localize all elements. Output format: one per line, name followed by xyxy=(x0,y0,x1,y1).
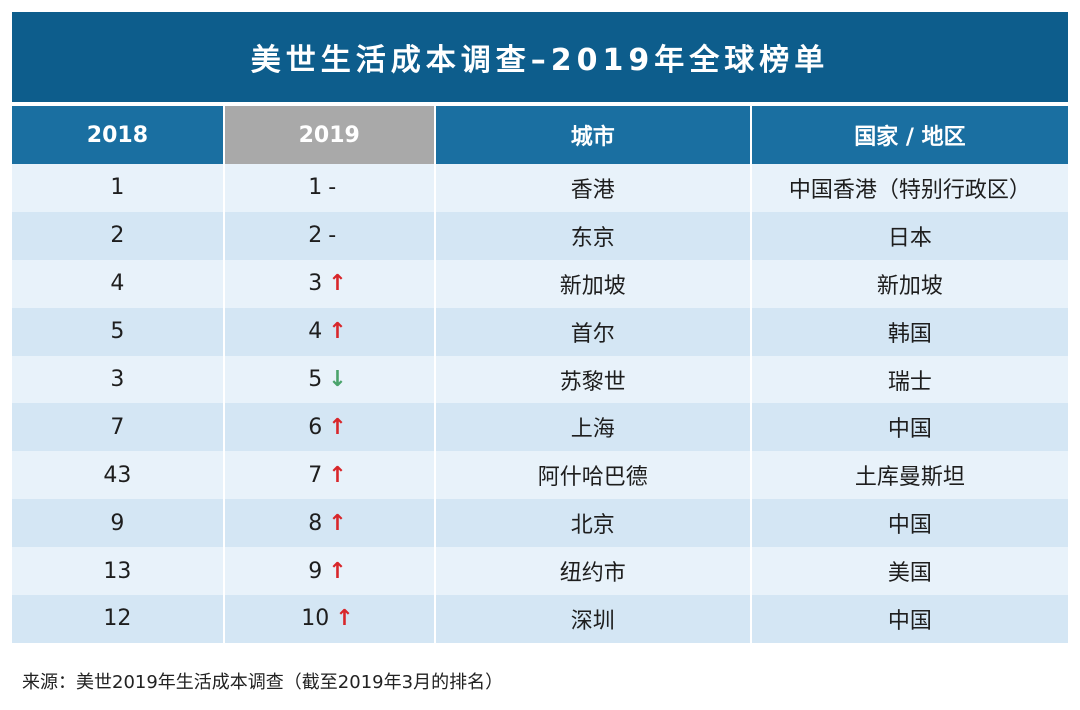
table-row: 13 9 ↑ 纽约市 美国 xyxy=(12,547,1068,596)
country: 韩国 xyxy=(887,321,932,347)
header-2018[interactable]: 2018 xyxy=(12,106,225,164)
table-row: 1 1- 香港 中国香港（特别行政区） xyxy=(12,164,1068,212)
rank-2019-cell: 6 ↑ xyxy=(225,403,436,452)
country: 美国 xyxy=(887,561,932,587)
table-row: 7 6 ↑ 上海 中国 xyxy=(12,403,1068,452)
rank-2019-cell: 8 ↑ xyxy=(225,499,436,548)
city: 北京 xyxy=(436,499,752,548)
dash-icon: - xyxy=(328,223,337,249)
table-row: 4 3 ↑ 新加坡 新加坡 xyxy=(12,259,1068,308)
city: 深圳 xyxy=(436,595,752,643)
country: 瑞士 xyxy=(887,369,932,395)
rank-2019: 3 xyxy=(308,271,323,297)
header-2019[interactable]: 2019 xyxy=(224,106,436,164)
rank-2019: 8 xyxy=(308,510,323,536)
header-city[interactable]: 城市 xyxy=(436,106,752,164)
rank-2019: 10 xyxy=(301,606,330,632)
rank-2019: 1 xyxy=(308,175,323,201)
country: 中国香港（特别行政区） xyxy=(788,177,1031,203)
rank-2018: 1 xyxy=(12,164,225,212)
rank-2018: 43 xyxy=(12,451,225,500)
country: 日本 xyxy=(887,225,932,251)
country: 中国 xyxy=(887,513,932,539)
city: 纽约市 xyxy=(436,547,752,596)
table-row: 43 7 ↑ 阿什哈巴德 土库曼斯坦 xyxy=(12,451,1068,500)
dash-icon: - xyxy=(328,175,337,201)
city: 新加坡 xyxy=(436,259,752,308)
rank-2019-cell: 3 ↑ xyxy=(225,259,436,308)
country: 中国 xyxy=(887,417,932,443)
header-country[interactable]: 国家 / 地区 xyxy=(854,125,966,150)
rank-2019: 4 xyxy=(308,319,323,345)
arrow-up-icon: ↑ xyxy=(328,558,347,584)
rank-2018: 9 xyxy=(12,499,225,548)
table-body: 1 1- 香港 中国香港（特别行政区） 2 2- 东京 日本 4 3 ↑ 新加坡 新加坡 5 4 ↑ 首尔 韩国 3… xyxy=(12,164,1068,643)
rank-2019-cell: 1- xyxy=(225,164,436,212)
table-row: 9 8 ↑ 北京 中国 xyxy=(12,499,1068,548)
rank-2018: 3 xyxy=(12,355,225,404)
rank-2018: 7 xyxy=(12,403,225,452)
rank-2018: 5 xyxy=(12,307,225,356)
arrow-up-icon: ↑ xyxy=(328,319,347,345)
table-row: 5 4 ↑ 首尔 韩国 xyxy=(12,307,1068,356)
country: 中国 xyxy=(887,608,932,634)
rank-2019-cell: 2- xyxy=(225,211,436,260)
arrow-up-icon: ↑ xyxy=(328,271,347,297)
table-row: 12 10 ↑ 深圳 中国 xyxy=(12,595,1068,643)
rank-2019-cell: 5 ↓ xyxy=(225,355,436,404)
table-header: 2018 2019 城市 国家 / 地区 xyxy=(12,106,1068,164)
page-title: 美世生活成本调查–2019年全球榜单 xyxy=(12,12,1068,102)
rank-2019: 5 xyxy=(308,367,323,392)
city: 首尔 xyxy=(436,307,752,356)
rank-2019-cell: 7 ↑ xyxy=(225,451,436,500)
rank-2019: 9 xyxy=(308,558,323,584)
rank-2018: 4 xyxy=(12,259,225,308)
table-row: 2 2- 东京 日本 xyxy=(12,211,1068,260)
country: 土库曼斯坦 xyxy=(854,465,965,491)
arrow-up-icon: ↑ xyxy=(328,510,347,536)
arrow-up-icon: ↑ xyxy=(335,606,354,632)
country: 新加坡 xyxy=(876,273,943,299)
city: 香港 xyxy=(436,164,752,212)
arrow-up-icon: ↑ xyxy=(328,414,347,440)
city: 苏黎世 xyxy=(436,355,752,404)
rank-2018: 12 xyxy=(12,595,225,643)
rank-2018: 2 xyxy=(12,211,225,260)
rank-2019-cell: 9 ↑ xyxy=(225,547,436,596)
source-note: 来源：美世2019年生活成本调查（截至2019年3月的排名） xyxy=(22,672,504,693)
rank-2019-cell: 10 ↑ xyxy=(225,595,436,643)
city: 上海 xyxy=(436,403,752,452)
rank-2018: 13 xyxy=(12,547,225,596)
arrow-up-icon: ↑ xyxy=(328,462,347,488)
city: 阿什哈巴德 xyxy=(436,451,752,500)
table-row: 3 5 ↓ 苏黎世 瑞士 xyxy=(12,355,1068,404)
arrow-down-icon: ↓ xyxy=(328,367,347,392)
rank-2019: 2 xyxy=(308,223,323,249)
ranking-table: 2018 2019 城市 国家 / 地区 1 1- 香港 中国香港（特别行政区） 2 2-… xyxy=(12,106,1068,643)
rank-2019: 6 xyxy=(308,414,323,440)
rank-2019-cell: 4 ↑ xyxy=(225,307,436,356)
city: 东京 xyxy=(436,211,752,260)
rank-2019: 7 xyxy=(308,462,323,488)
